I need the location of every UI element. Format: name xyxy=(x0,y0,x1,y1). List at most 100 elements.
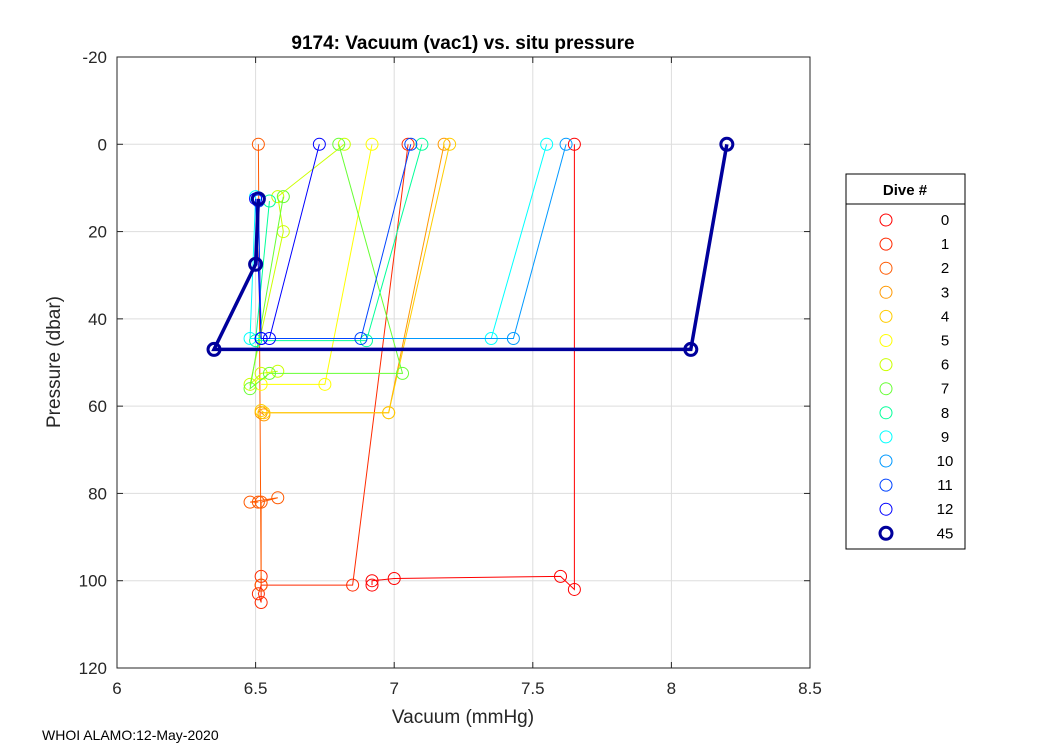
legend-marker xyxy=(879,285,893,299)
x-tick-label: 6 xyxy=(112,679,121,698)
legend-label: 12 xyxy=(937,501,954,518)
data-point xyxy=(254,596,268,610)
data-point xyxy=(206,341,222,357)
x-tick-label: 8.5 xyxy=(798,679,822,698)
data-point xyxy=(318,377,332,391)
y-tick-label: 0 xyxy=(98,135,107,154)
data-point xyxy=(271,364,285,378)
data-point xyxy=(437,137,451,151)
footer-text: WHOI ALAMO:12-May-2020 xyxy=(42,727,219,743)
x-tick-label: 8 xyxy=(667,679,676,698)
legend-label: 1 xyxy=(941,236,949,253)
series-1 xyxy=(251,137,415,610)
x-tick-label: 7 xyxy=(389,679,398,698)
data-point xyxy=(567,137,581,151)
series-line xyxy=(255,144,423,342)
legend-label: 45 xyxy=(937,525,954,542)
x-tick-label: 7.5 xyxy=(521,679,545,698)
data-point xyxy=(365,574,379,588)
data-point xyxy=(401,137,415,151)
data-point xyxy=(506,331,520,345)
series-0 xyxy=(365,137,581,596)
data-point xyxy=(312,137,326,151)
series-8 xyxy=(249,137,429,348)
data-point xyxy=(332,137,346,151)
series-45 xyxy=(206,136,735,357)
series-2 xyxy=(243,137,285,592)
legend-marker xyxy=(879,406,893,420)
legend-marker xyxy=(879,430,893,444)
legend-marker xyxy=(879,237,893,251)
y-axis-label: Pressure (dbar) xyxy=(44,296,65,428)
data-point xyxy=(243,495,257,509)
legend-box xyxy=(845,173,966,550)
series-line xyxy=(261,144,373,385)
data-point xyxy=(262,331,276,345)
chart-title: 9174: Vacuum (vac1) vs. situ pressure xyxy=(291,33,634,54)
series-layer xyxy=(206,136,735,610)
data-point xyxy=(262,366,276,380)
legend-marker xyxy=(879,334,893,347)
data-point xyxy=(243,331,257,345)
series-line xyxy=(211,143,729,352)
data-point xyxy=(382,406,396,420)
data-point xyxy=(251,495,265,509)
legend-label: 9 xyxy=(941,429,949,446)
series-line xyxy=(371,144,575,591)
data-point xyxy=(243,382,257,396)
data-point xyxy=(276,190,290,204)
legend-marker xyxy=(879,261,893,275)
data-point xyxy=(251,587,265,601)
data-point xyxy=(540,137,554,151)
data-point xyxy=(251,137,265,151)
legend-label: 11 xyxy=(937,477,953,494)
x-axis-label: Vacuum (mmHg) xyxy=(392,707,534,728)
data-point xyxy=(254,404,268,418)
legend-label: 2 xyxy=(941,260,949,277)
y-tick-label: 60 xyxy=(88,397,107,416)
x-tick-label: 6.5 xyxy=(244,679,268,698)
legend-title: Dive # xyxy=(883,182,928,199)
ticks: 6 6.5 7 7.5 8 8.5 -20 0 20 40 60 80 100 120 xyxy=(79,48,822,698)
legend-label: 0 xyxy=(941,212,949,229)
data-point xyxy=(354,331,368,345)
data-point xyxy=(359,334,373,348)
y-tick-label: 100 xyxy=(79,572,107,591)
data-point xyxy=(365,578,379,592)
data-point xyxy=(346,578,360,592)
data-point xyxy=(554,569,568,583)
data-point xyxy=(271,491,285,505)
data-point xyxy=(683,341,699,357)
data-point xyxy=(254,331,268,345)
y-tick-label: 20 xyxy=(88,223,107,242)
legend-marker xyxy=(879,502,893,516)
data-point xyxy=(443,137,457,151)
plot-area xyxy=(117,57,810,668)
series-4 xyxy=(254,137,457,420)
legend-marker xyxy=(879,454,893,468)
y-tick-label: 40 xyxy=(88,310,107,329)
series-line xyxy=(249,144,278,586)
data-point xyxy=(415,137,429,151)
legend-marker xyxy=(879,213,893,227)
series-line xyxy=(257,144,409,603)
data-point xyxy=(257,406,271,420)
y-tick-label: -20 xyxy=(82,48,107,67)
legend-marker xyxy=(878,525,894,541)
data-point xyxy=(559,137,573,151)
legend-marker xyxy=(879,358,893,372)
data-point xyxy=(404,137,418,151)
data-point xyxy=(271,190,285,204)
data-point xyxy=(250,191,266,207)
data-point xyxy=(387,572,401,586)
data-point xyxy=(719,136,735,152)
legend-label: 4 xyxy=(941,308,949,325)
data-point xyxy=(254,578,268,592)
data-point xyxy=(396,366,410,380)
legend-marker xyxy=(879,478,893,492)
legend-label: 3 xyxy=(941,284,949,301)
data-point xyxy=(337,137,351,151)
